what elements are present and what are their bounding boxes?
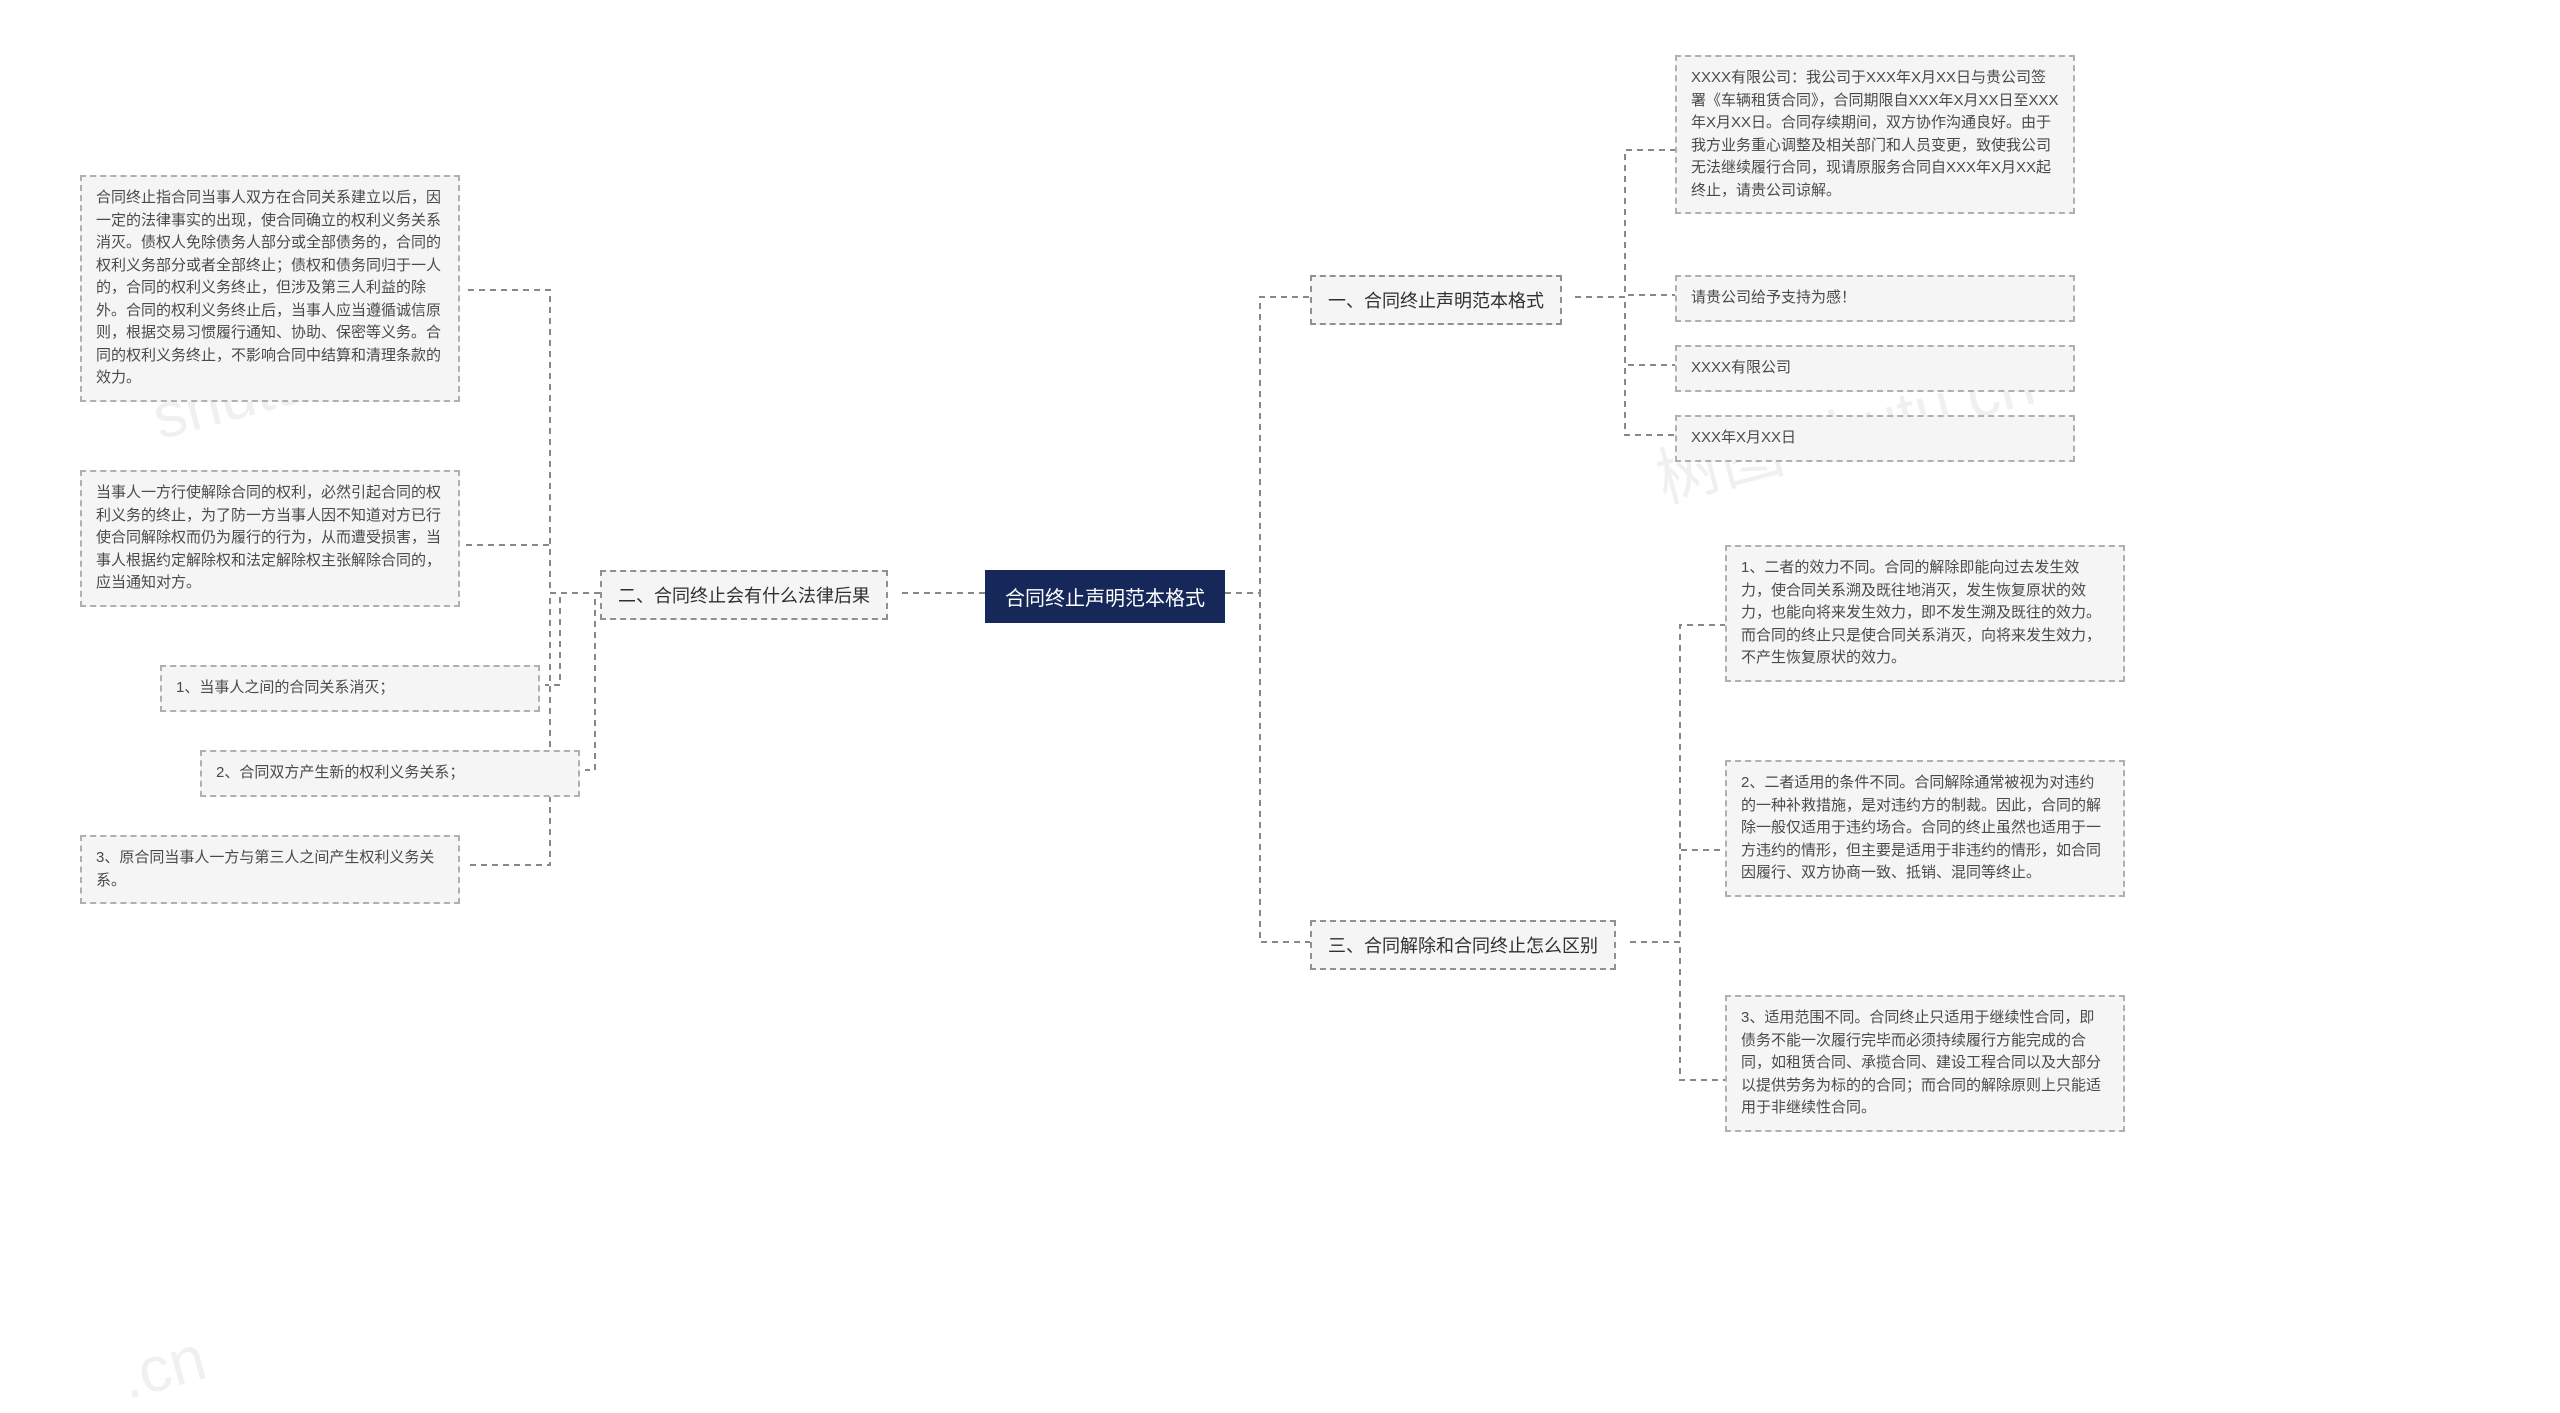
branch-3: 三、合同解除和合同终止怎么区别 [1310,920,1616,970]
branch-2-leaf-2: 1、当事人之间的合同关系消灭； [160,665,540,712]
branch-1-leaf-2: XXXX有限公司 [1675,345,2075,392]
branch-2-leaf-3: 2、合同双方产生新的权利义务关系； [200,750,580,797]
branch-1-leaf-1: 请贵公司给予支持为感！ [1675,275,2075,322]
branch-3-leaf-1: 2、二者适用的条件不同。合同解除通常被视为对违约的一种补救措施，是对违约方的制裁… [1725,760,2125,897]
branch-3-leaf-2: 3、适用范围不同。合同终止只适用于继续性合同，即债务不能一次履行完毕而必须持续履… [1725,995,2125,1132]
branch-2-leaf-0: 合同终止指合同当事人双方在合同关系建立以后，因一定的法律事实的出现，使合同确立的… [80,175,460,402]
branch-3-leaf-0: 1、二者的效力不同。合同的解除即能向过去发生效力，使合同关系溯及既往地消灭，发生… [1725,545,2125,682]
mindmap-root: 合同终止声明范本格式 [985,570,1225,623]
branch-2-leaf-1: 当事人一方行使解除合同的权利，必然引起合同的权利义务的终止，为了防一方当事人因不… [80,470,460,607]
branch-1-leaf-3: XXX年X月XX日 [1675,415,2075,462]
watermark: .cn [112,1320,214,1413]
branch-1-leaf-0: XXXX有限公司：我公司于XXX年X月XX日与贵公司签署《车辆租赁合同》，合同期… [1675,55,2075,214]
branch-1: 一、合同终止声明范本格式 [1310,275,1562,325]
branch-2-leaf-4: 3、原合同当事人一方与第三人之间产生权利义务关系。 [80,835,460,904]
branch-2: 二、合同终止会有什么法律后果 [600,570,888,620]
